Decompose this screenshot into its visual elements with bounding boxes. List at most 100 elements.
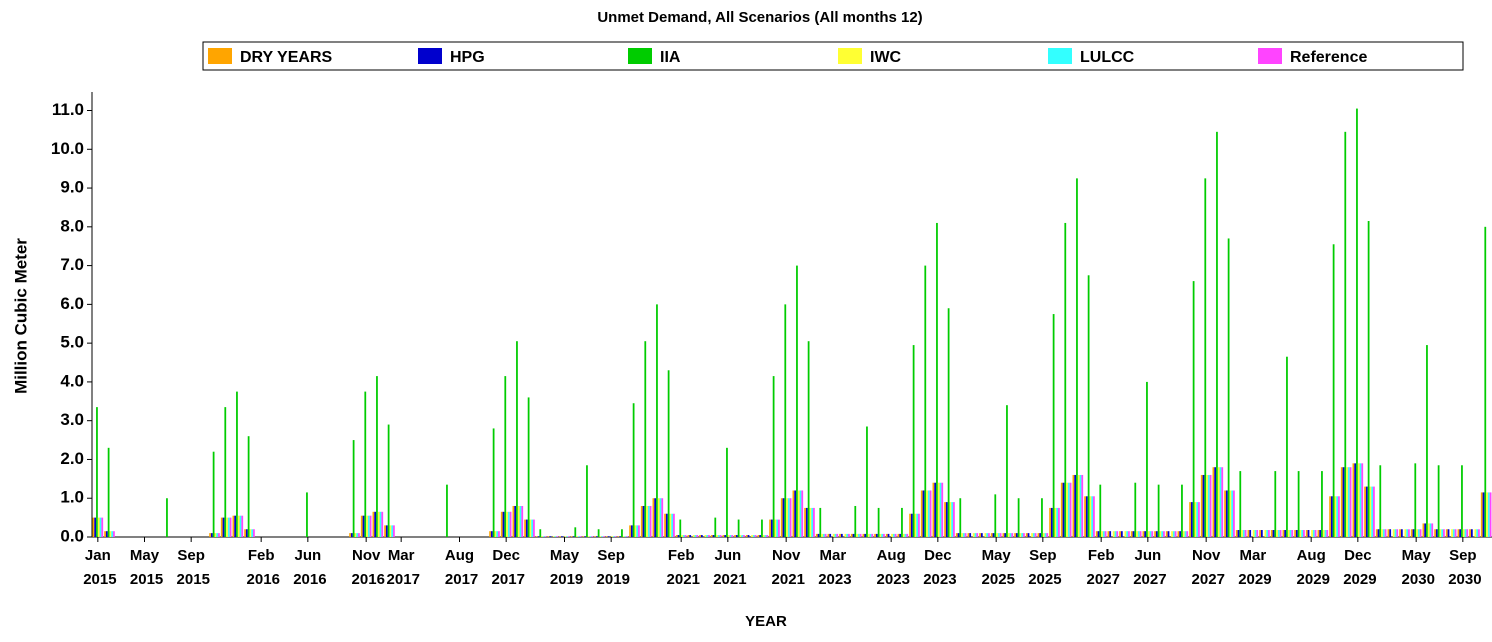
bar bbox=[871, 533, 874, 537]
bar bbox=[1307, 530, 1310, 537]
bar bbox=[1179, 531, 1182, 537]
bar bbox=[647, 505, 650, 537]
bar bbox=[572, 536, 575, 537]
x-tick-label: Feb 2027 bbox=[1082, 547, 1120, 588]
bar bbox=[1342, 467, 1345, 537]
bar bbox=[222, 517, 225, 537]
bar bbox=[642, 505, 645, 537]
bar bbox=[848, 533, 850, 537]
bar bbox=[577, 536, 580, 537]
bar bbox=[1435, 529, 1438, 537]
bar bbox=[537, 536, 540, 537]
bar bbox=[1349, 467, 1352, 537]
bar bbox=[549, 536, 552, 537]
bar bbox=[1284, 530, 1287, 537]
bar bbox=[1190, 502, 1193, 537]
bar bbox=[805, 507, 808, 537]
bar bbox=[251, 529, 254, 537]
bar bbox=[677, 535, 680, 537]
x-tick-label: May 2019 bbox=[546, 547, 584, 588]
y-tick-label: 11.0 bbox=[52, 100, 84, 119]
bar bbox=[832, 533, 835, 537]
bar bbox=[1067, 482, 1070, 537]
bar bbox=[1462, 529, 1465, 537]
bar bbox=[652, 498, 655, 537]
bar bbox=[759, 535, 762, 537]
bar bbox=[719, 535, 722, 537]
bar bbox=[560, 536, 563, 537]
y-tick-label: 0.0 bbox=[60, 526, 84, 545]
bar bbox=[906, 533, 909, 537]
bar bbox=[525, 519, 528, 537]
bar bbox=[737, 519, 740, 537]
bar bbox=[1014, 533, 1016, 537]
bar bbox=[1346, 467, 1348, 537]
bar bbox=[729, 535, 732, 537]
bar bbox=[1382, 529, 1385, 537]
legend-swatch bbox=[418, 48, 442, 64]
bar bbox=[372, 511, 375, 537]
bar bbox=[1207, 474, 1210, 537]
bar bbox=[350, 533, 353, 537]
bar bbox=[595, 536, 598, 537]
x-tick-label: Dec 2029 bbox=[1339, 547, 1377, 588]
bar bbox=[393, 525, 395, 537]
bar bbox=[531, 519, 534, 537]
bar bbox=[990, 533, 993, 537]
bar bbox=[1466, 529, 1469, 537]
bar bbox=[1235, 530, 1238, 537]
bar bbox=[892, 533, 895, 537]
bar bbox=[1011, 533, 1014, 537]
bar bbox=[241, 515, 244, 537]
bar bbox=[1260, 530, 1263, 537]
bar bbox=[999, 533, 1002, 537]
bar bbox=[1321, 471, 1323, 537]
bar bbox=[770, 519, 773, 537]
bar bbox=[249, 529, 252, 537]
y-tick-label: 8.0 bbox=[60, 216, 84, 235]
bar bbox=[96, 407, 98, 537]
bar bbox=[1266, 530, 1269, 537]
bar bbox=[974, 533, 977, 537]
bar bbox=[1021, 533, 1024, 537]
bar bbox=[498, 531, 500, 537]
bar bbox=[209, 533, 211, 537]
bar bbox=[772, 376, 775, 537]
bar bbox=[944, 502, 946, 537]
bar bbox=[799, 490, 802, 537]
bar bbox=[1256, 530, 1259, 537]
bar bbox=[489, 531, 491, 537]
bar bbox=[220, 517, 223, 537]
bar bbox=[1404, 529, 1407, 537]
bar bbox=[1394, 529, 1397, 537]
bar bbox=[996, 533, 998, 537]
bar bbox=[786, 498, 788, 537]
x-tick-label: Jun 2021 bbox=[709, 547, 747, 588]
bar bbox=[1274, 471, 1277, 537]
bar bbox=[617, 536, 620, 537]
bar bbox=[951, 502, 954, 537]
bar bbox=[529, 519, 532, 537]
bar bbox=[216, 533, 219, 537]
bar bbox=[980, 533, 983, 537]
bar bbox=[253, 529, 255, 537]
bar bbox=[649, 505, 652, 537]
bar bbox=[1334, 496, 1337, 537]
bar bbox=[547, 536, 550, 537]
bar bbox=[1221, 467, 1224, 537]
bar bbox=[934, 482, 937, 537]
bar bbox=[589, 536, 592, 537]
x-tick-label: Aug 2023 bbox=[872, 547, 910, 588]
bar bbox=[1419, 529, 1422, 537]
y-tick-label: 3.0 bbox=[60, 410, 84, 429]
bar bbox=[244, 529, 246, 537]
bar bbox=[687, 535, 690, 537]
bar bbox=[920, 490, 923, 537]
bar bbox=[364, 391, 367, 537]
bar bbox=[949, 502, 952, 537]
bar bbox=[922, 490, 925, 537]
bar bbox=[997, 533, 1000, 537]
bar bbox=[840, 533, 843, 537]
bar bbox=[916, 513, 919, 537]
bar bbox=[1134, 482, 1137, 537]
